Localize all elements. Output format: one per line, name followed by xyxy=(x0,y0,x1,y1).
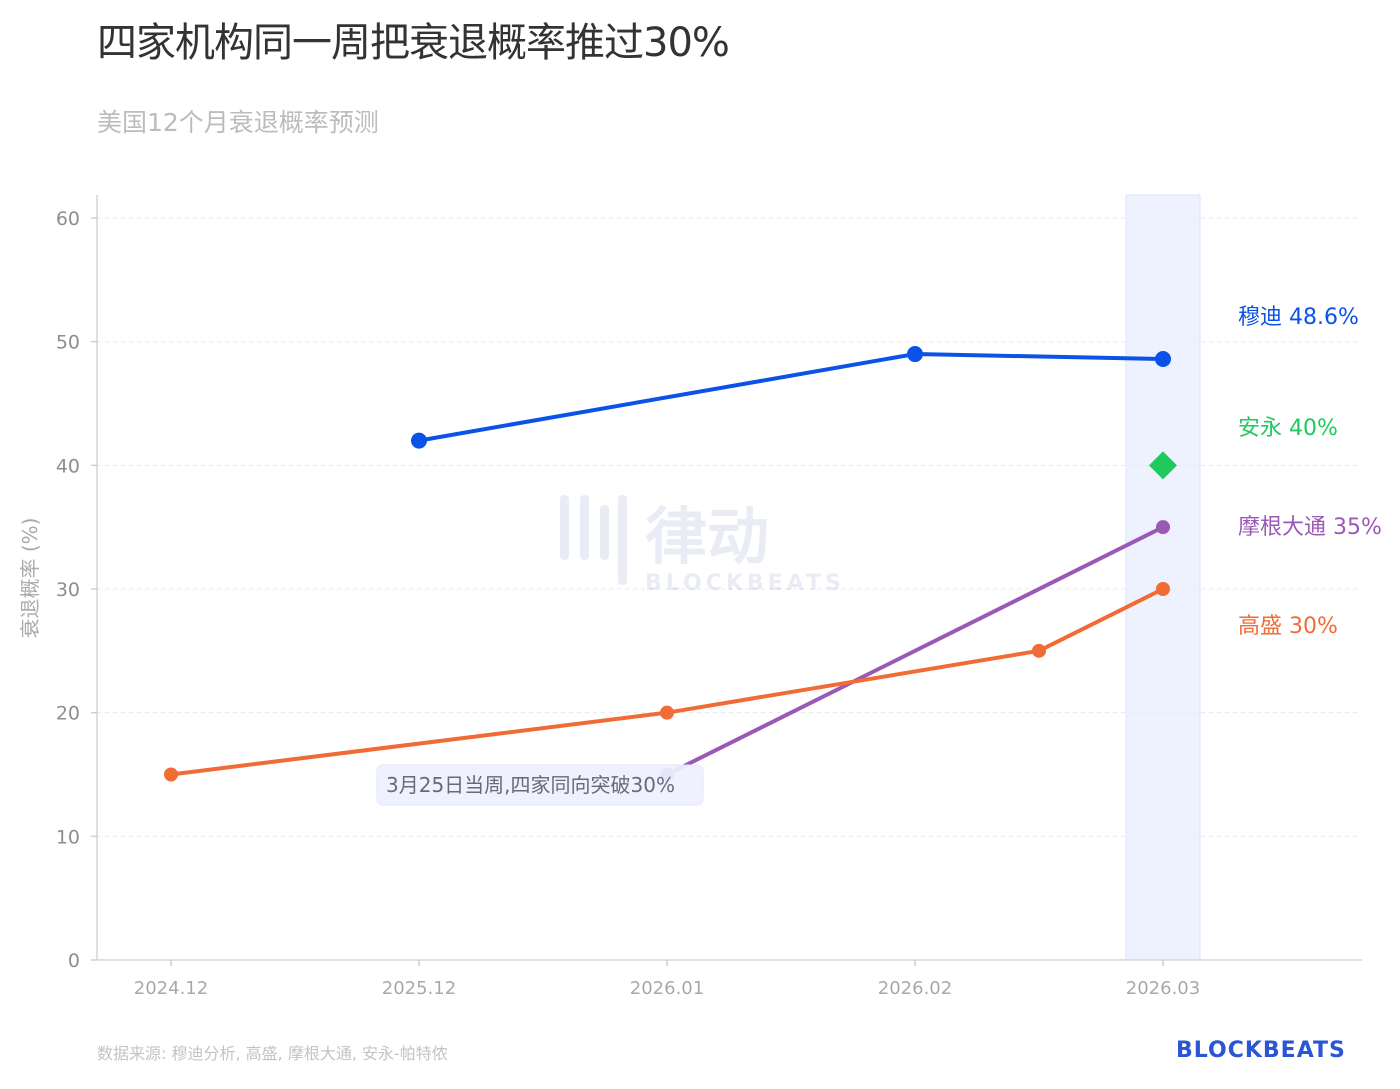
x-tick-label: 2026.01 xyxy=(630,978,704,999)
data-point xyxy=(907,346,923,363)
x-tick-label: 2024.12 xyxy=(134,978,208,999)
watermark-cn: 律动 xyxy=(645,500,769,573)
end-label-layer: 穆迪 48.6% 安永 40% 摩根大通 35% 高盛 30% xyxy=(1238,305,1382,639)
data-point xyxy=(1149,451,1177,480)
series-高盛 xyxy=(164,582,1170,782)
highlight-band-layer xyxy=(1125,194,1201,961)
series-穆迪 xyxy=(411,346,1171,449)
data-point xyxy=(164,767,178,782)
y-tick-label: 40 xyxy=(56,455,80,477)
chart-title: 四家机构同一周把衰退概率推过30% xyxy=(97,20,730,66)
watermark-logo-bar xyxy=(560,495,569,560)
watermark: 律动 BLOCKBEATS xyxy=(560,495,845,596)
watermark-logo-bar xyxy=(580,495,589,560)
watermark-en: BLOCKBEATS xyxy=(645,571,845,596)
highlight-band xyxy=(1125,194,1201,961)
x-tick-label: 2025.12 xyxy=(382,978,456,999)
data-point xyxy=(1032,643,1046,658)
y-tick-label: 20 xyxy=(56,703,80,725)
y-tick-label: 10 xyxy=(56,826,80,848)
end-label-高盛: 高盛 30% xyxy=(1238,614,1338,639)
data-point xyxy=(1156,582,1170,596)
x-tick-label: 2026.02 xyxy=(878,978,952,999)
series-安永 xyxy=(1149,451,1177,480)
annotation-layer: 3月25日当周,四家同向突破30% xyxy=(376,764,704,806)
end-label-安永: 安永 40% xyxy=(1238,416,1338,441)
grid-layer xyxy=(97,217,1362,837)
series-line xyxy=(665,525,1165,777)
series-line xyxy=(169,587,1165,777)
annotation-text: 3月25日当周,四家同向突破30% xyxy=(386,773,675,797)
end-label-摩根大通: 摩根大通 35% xyxy=(1238,515,1382,540)
y-tick-label: 30 xyxy=(56,579,80,601)
data-point xyxy=(660,705,674,720)
y-axis-label: 衰退概率 (%) xyxy=(18,518,42,639)
y-tick-label: 50 xyxy=(56,332,80,354)
x-tick-label: 2026.03 xyxy=(1126,978,1200,999)
series-line xyxy=(417,352,1165,443)
watermark-logo-bar xyxy=(600,505,609,560)
y-tick-label: 0 xyxy=(68,950,80,972)
axis-layer: 0 10 20 30 40 50 60 2024.12 2025.12 2026.01 2026.0… xyxy=(56,195,1362,999)
annotation-box xyxy=(376,764,704,806)
brand-logo: BLOCKBEATS xyxy=(1176,1038,1346,1063)
data-point xyxy=(411,432,427,449)
chart-subtitle: 美国12个月衰退概率预测 xyxy=(97,108,379,137)
watermark-logo-bar xyxy=(618,495,627,585)
line-chart: 律动 BLOCKBEATS 0 10 20 30 40 50 60 2024.12 2025.1… xyxy=(18,194,1382,999)
end-label-穆迪: 穆迪 48.6% xyxy=(1238,305,1359,330)
data-point xyxy=(1156,520,1170,535)
series-layer xyxy=(164,346,1177,782)
y-tick-label: 60 xyxy=(56,208,80,230)
data-source: 数据来源: 穆迪分析, 高盛, 摩根大通, 安永-帕特侬 xyxy=(97,1044,448,1063)
data-point xyxy=(1155,350,1171,367)
